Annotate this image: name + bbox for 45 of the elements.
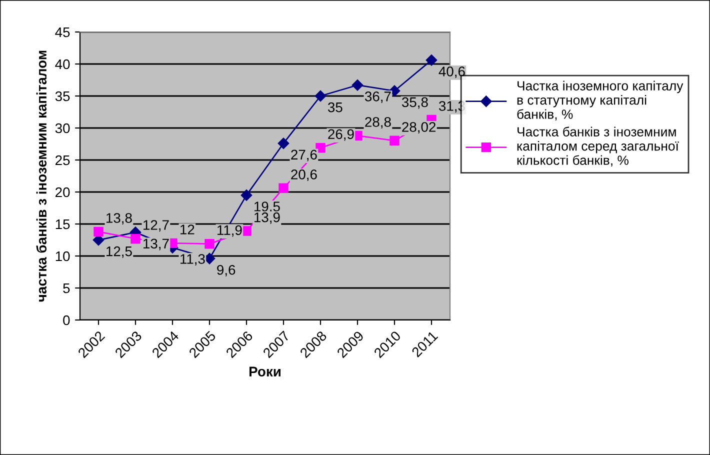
data-label: 28,02 <box>402 122 436 134</box>
y-tick-label: 40 <box>55 59 70 70</box>
data-label: 11,9 <box>218 225 242 237</box>
data-label: 26,9 <box>328 129 354 141</box>
data-label: 12 <box>180 224 194 234</box>
data-label: 11,3 <box>180 254 205 266</box>
y-tick-label: 25 <box>56 155 70 166</box>
data-label: 13,8 <box>106 213 132 225</box>
y-tick-label: 5 <box>63 283 70 294</box>
point <box>130 234 140 244</box>
point <box>94 226 104 237</box>
y-tick-label: 20 <box>56 187 70 198</box>
point <box>278 183 288 194</box>
point <box>240 190 252 201</box>
y-tick-label: 35 <box>55 91 70 102</box>
point <box>352 80 364 91</box>
x-axis-title: Роки <box>249 366 280 376</box>
data-label: 13,9 <box>254 212 280 224</box>
point <box>204 238 214 249</box>
y-tick-label: 15 <box>56 219 70 230</box>
y-tick-label: 0 <box>63 315 70 326</box>
data-label: 35,8 <box>402 97 428 109</box>
point <box>426 54 438 66</box>
legend-label: Частка іноземного капіталу в статутному капіталі банків, % <box>517 80 684 120</box>
y-tick-label: 10 <box>56 251 70 262</box>
y-tick-label: 30 <box>55 123 70 134</box>
data-label: 28,8 <box>365 117 391 129</box>
data-label: 13,7 <box>144 238 169 250</box>
data-label: 20,6 <box>291 170 317 182</box>
point <box>242 226 252 236</box>
point <box>316 142 326 153</box>
data-label: 12,7 <box>144 220 169 232</box>
data-label: 36,7 <box>364 92 391 103</box>
point <box>390 136 400 146</box>
data-label: 27,6 <box>291 150 317 162</box>
y-axis-title: частка банків з іноземним капіталом <box>36 50 47 302</box>
point <box>314 90 326 102</box>
data-label: 19,5 <box>254 202 280 214</box>
data-label: 12,5 <box>106 246 132 258</box>
data-label: 40,6 <box>438 66 465 78</box>
point <box>278 138 290 149</box>
legend-label: Частка банків з іноземним капіталом серед загальної кількості банків, % <box>517 126 679 166</box>
data-label: 35 <box>328 102 342 112</box>
y-tick-label: 45 <box>55 27 70 38</box>
data-label: 9,6 <box>217 264 236 276</box>
